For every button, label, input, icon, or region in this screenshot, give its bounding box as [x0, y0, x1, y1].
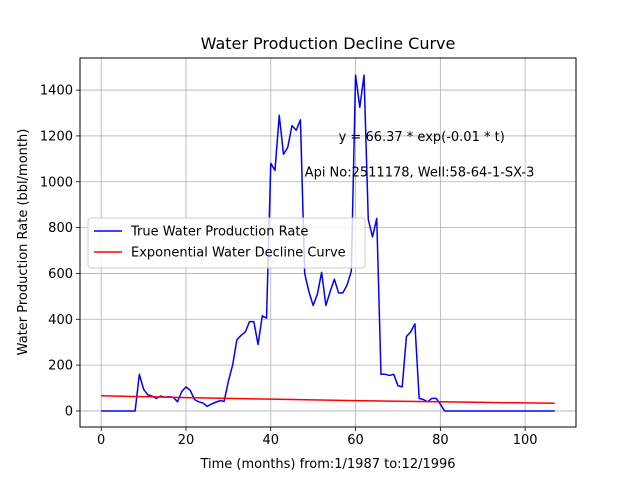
y-tick-label: 600 [48, 267, 73, 282]
x-axis-label: Time (months) from:1/1987 to:12/1996 [199, 457, 455, 472]
x-tick-label: 40 [262, 433, 279, 448]
y-axis-ticks: 0 200 400 600 800 1000 1200 1400 [40, 84, 80, 419]
x-axis-ticks: 0 20 40 60 80 100 [97, 427, 538, 448]
decline-curve-line [101, 395, 555, 405]
y-tick-label: 1200 [40, 129, 73, 144]
well-info-annotation: Api No:2511178, Well:58-64-1-SX-3 [305, 165, 535, 180]
y-tick-label: 0 [65, 404, 73, 419]
series-layer [101, 74, 555, 412]
x-tick-label: 0 [97, 433, 105, 448]
legend: True Water Production Rate Exponential Wa… [87, 217, 366, 269]
legend-label: Exponential Water Decline Curve [131, 246, 346, 261]
y-tick-label: 800 [48, 221, 73, 236]
chart-title: Water Production Decline Curve [201, 34, 456, 53]
y-tick-label: 1000 [40, 175, 73, 190]
y-tick-label: 200 [48, 359, 73, 374]
y-tick-label: 400 [48, 313, 73, 328]
y-tick-label: 1400 [40, 84, 73, 99]
legend-box [87, 217, 366, 269]
x-tick-label: 60 [347, 433, 364, 448]
true-rate-line [101, 74, 555, 412]
x-tick-label: 20 [178, 433, 195, 448]
plot-frame [79, 57, 577, 428]
y-axis-label: Water Production Rate (bbl/month) [16, 129, 31, 356]
x-tick-label: 100 [513, 433, 538, 448]
legend-label: True Water Production Rate [130, 225, 308, 240]
x-tick-label: 80 [432, 433, 449, 448]
fit-equation-annotation: y = 66.37 * exp(-0.01 * t) [339, 130, 505, 145]
annotations: y = 66.37 * exp(-0.01 * t) Api No:2511178… [305, 130, 535, 181]
